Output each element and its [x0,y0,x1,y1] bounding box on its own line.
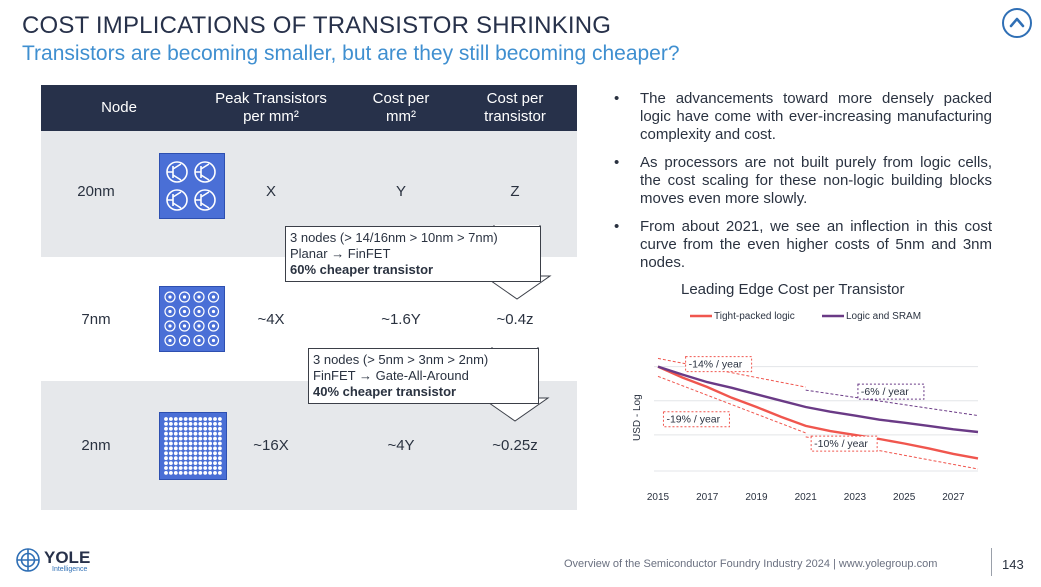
x-tick-label: 2023 [844,492,867,503]
x-tick-label: 2019 [745,492,768,503]
annotation-label: -10% / year [814,438,868,450]
logo-subtext: Intelligence [52,566,88,573]
bullet-text: As processors are not built purely from … [640,154,992,207]
header-peak-line2: per mm² [243,108,299,125]
header-cost-tr-line2: transistor [484,108,546,125]
callout-highlight: 40% cheaper transistor [313,384,457,399]
peak-cell: X [265,183,276,200]
header-cost-mm: Cost per mm² [351,85,451,131]
logo-text: YOLE [44,548,91,567]
yole-logo: YOLE Intelligence [14,546,104,583]
bullet-dot: • [614,90,620,107]
annotation-label: -14% / year [689,359,743,371]
footer-divider [991,548,992,576]
node-cell: 2nm [81,437,111,454]
table-header: Node Peak Transistors per mm² Cost per m… [41,85,577,131]
cost-mm-cell: Y [395,183,406,200]
callout-highlight: 60% cheaper transistor [290,262,434,277]
header-cost-mm-line2: mm² [386,108,416,125]
callout-7nm: 3 nodes (> 14/16nm > 10nm > 7nm) Planar … [285,226,541,282]
peak-cell: ~16X [253,437,289,454]
footer-text: Overview of the Semiconductor Foundry In… [564,558,938,570]
bullet-item: • The advancements toward more densely p… [614,90,992,144]
x-tick-label: 2017 [696,492,719,503]
bullet-item: • As processors are not built purely fro… [614,154,992,208]
header-node: Node [101,99,137,116]
bullet-dot: • [614,218,620,235]
annotation-box [857,383,925,400]
y-axis-label: USD - Log [632,394,643,441]
callout-line: Planar → FinFET [290,246,391,261]
bullet-text: From about 2021, we see an inflection in… [640,218,992,271]
cost-chart: Tight-packed logic Logic and SRAM USD - Lo… [632,311,979,503]
trend-dashed-line [657,375,806,434]
header-cost-tr-line1: Cost per [486,90,544,107]
callout-line: 3 nodes (> 14/16nm > 10nm > 7nm) [290,230,498,245]
series-line [657,365,979,460]
annotation-box [662,411,730,428]
cost-mm-cell: ~4Y [387,437,415,454]
bullet-text: The advancements toward more densely pac… [640,90,992,143]
scroll-up-icon[interactable] [1002,8,1032,38]
annotation-label: -6% / year [861,386,909,398]
annotation-label: -19% / year [666,414,720,426]
bullet-list: • The advancements toward more densely p… [614,90,992,282]
cost-tr-cell: Z [510,183,520,200]
header-peak-line1: Peak Transistors [215,90,327,107]
transistor-chip-7nm-icon [159,286,225,352]
bullet-dot: • [614,154,620,171]
page-title: COST IMPLICATIONS OF TRANSISTOR SHRINKIN… [22,12,612,39]
node-cell: 7nm [81,311,111,328]
x-tick-label: 2021 [795,492,818,503]
node-comparison-table: Node Peak Transistors per mm² Cost per m… [41,85,577,510]
annotation-box [810,435,878,452]
cost-tr-cell: ~0.4z [496,311,534,328]
bullet-item: • From about 2021, we see an inflection … [614,218,992,272]
header-cost-mm-line1: Cost per [372,90,430,107]
trend-dashed-line [805,436,979,470]
cost-mm-cell: ~1.6Y [381,311,421,328]
chart-title: Leading Edge Cost per Transistor [681,281,905,298]
callout-arrows [480,225,552,422]
page-subtitle: Transistors are becoming smaller, but ar… [22,42,680,65]
cost-tr-cell: ~0.25z [492,437,538,454]
header-peak: Peak Transistors per mm² [191,85,351,131]
x-tick-label: 2027 [942,492,965,503]
legend-label: Logic and SRAM [846,311,921,322]
callout-2nm: 3 nodes (> 5nm > 3nm > 2nm) FinFET → Gat… [308,348,539,404]
transistor-chip-20nm-icon [159,153,225,219]
page-number: 143 [1002,557,1024,572]
callout-line: FinFET → Gate-All-Around [313,368,469,383]
peak-cell: ~4X [257,311,285,328]
transistor-chip-2nm-icon [159,412,227,480]
callout-line: 3 nodes (> 5nm > 3nm > 2nm) [313,352,489,367]
legend-label: Tight-packed logic [714,311,795,322]
trend-dashed-line [805,389,979,417]
series-line [657,365,979,434]
x-tick-label: 2015 [647,492,670,503]
trend-dashed-line [657,357,806,388]
header-cost-tr: Cost per transistor [461,85,569,131]
x-tick-label: 2025 [893,492,916,503]
node-cell: 20nm [77,183,115,200]
